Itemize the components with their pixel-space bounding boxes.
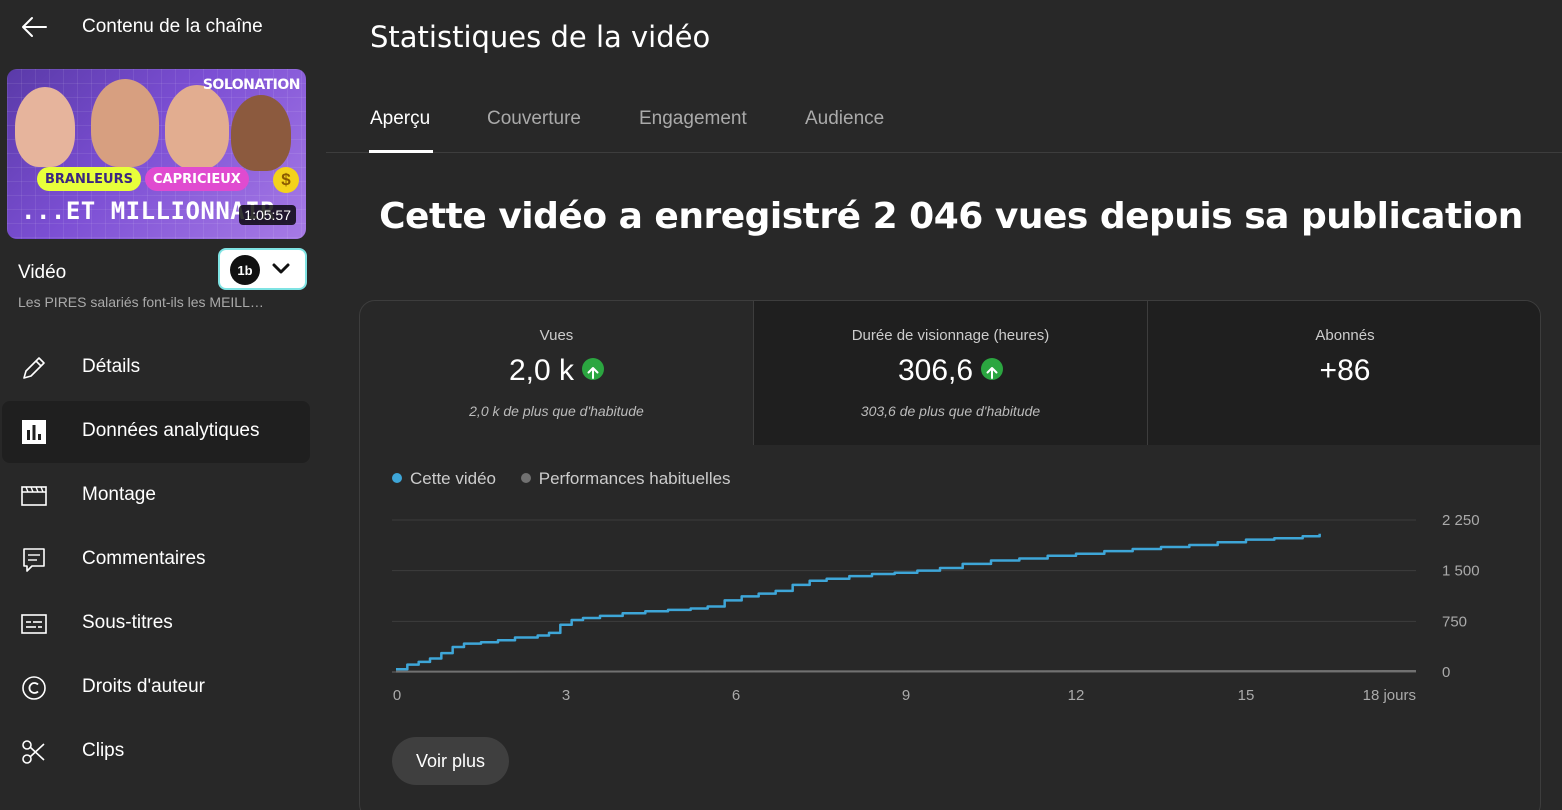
back-arrow-icon[interactable]	[18, 12, 50, 42]
dollar-coin-icon: $	[273, 167, 299, 193]
trend-up-icon	[582, 358, 605, 381]
thumbnail-person	[15, 87, 75, 167]
nav-item-comments[interactable]: Commentaires	[2, 529, 310, 591]
y-tick-label: 1 500	[1442, 563, 1480, 580]
video-thumbnail[interactable]: SOLONATION BRANLEURS CAPRICIEUX $ ...ET …	[7, 69, 306, 239]
legend-dot-icon	[520, 472, 531, 483]
back-row: Contenu de la chaîne	[0, 0, 326, 54]
scissors-icon	[22, 740, 45, 764]
x-tick-label: 3	[562, 687, 570, 704]
y-tick-label: 750	[1442, 613, 1467, 630]
thumbnail-tag-b: CAPRICIEUX	[145, 167, 249, 191]
nav-label: Commentaires	[82, 548, 206, 569]
subtitles-icon	[21, 614, 47, 634]
metric-comparison: 2,0 k de plus que d'habitude	[469, 403, 644, 419]
metric-value: 306,6	[897, 354, 974, 388]
nav-item-clips[interactable]: Clips	[2, 721, 310, 783]
tab-audience[interactable]: Audience	[805, 108, 885, 129]
nav-item-details[interactable]: Détails	[2, 337, 310, 399]
nav-item-analytics[interactable]: Données analytiques	[2, 401, 310, 463]
nav-label: Données analytiques	[82, 420, 260, 441]
x-tick-label: 18 jours	[1363, 687, 1416, 704]
main-panel: Statistiques de la vidéo Aperçu Couvertu…	[326, 0, 1562, 810]
nav-item-editor[interactable]: Montage	[2, 465, 310, 527]
y-tick-label: 2 250	[1442, 512, 1480, 529]
channel-content-title[interactable]: Contenu de la chaîne	[82, 16, 263, 37]
thumbnail-tag-a: BRANLEURS	[37, 167, 141, 191]
legend-typical: Performances habituelles	[520, 469, 731, 489]
views-headline: Cette vidéo a enregistré 2 046 vues depu…	[379, 196, 1523, 237]
active-tab-indicator	[369, 150, 433, 153]
extension-logo-icon: 1b	[230, 255, 260, 285]
video-title: Les PIRES salariés font-ils les MEILL…	[18, 294, 264, 310]
metric-label: Abonnés	[1315, 327, 1375, 344]
copyright-icon	[22, 676, 46, 700]
sidebar: Contenu de la chaîne SOLONATION BRANLEUR…	[0, 0, 326, 810]
extension-dropdown-button[interactable]: 1b	[218, 248, 307, 290]
nav-label: Droits d'auteur	[82, 676, 205, 697]
legend-label: Performances habituelles	[538, 469, 731, 488]
x-tick-label: 0	[393, 687, 401, 704]
analytics-icon	[22, 420, 46, 444]
nav-item-subtitles[interactable]: Sous-titres	[2, 593, 310, 655]
legend-this-video: Cette vidéo	[392, 469, 496, 489]
x-tick-label: 12	[1068, 687, 1085, 704]
views-chart[interactable]: 2 250 1 500 750 0 0 3 6 9 12 15 18 jours	[360, 506, 1541, 716]
metric-value: +86	[1319, 354, 1371, 388]
chevron-down-icon	[272, 263, 290, 274]
metric-label: Vues	[539, 327, 574, 344]
series-line-typical	[395, 669, 1417, 673]
trend-up-icon	[981, 358, 1004, 381]
nav-label: Détails	[82, 356, 141, 377]
thumbnail-person	[91, 79, 159, 167]
thumbnail-person	[231, 95, 291, 171]
metric-value-row: +86	[1148, 353, 1540, 388]
chart-legend: Cette vidéo Performances habituelles	[392, 469, 751, 489]
comment-icon	[23, 548, 45, 572]
tab-reach[interactable]: Couverture	[487, 108, 581, 129]
x-tick-label: 9	[902, 687, 910, 704]
tab-overview[interactable]: Aperçu	[370, 108, 431, 129]
metric-views[interactable]: Vues 2,0 k 2,0 k de plus que d'habitude	[360, 301, 753, 445]
series-line-this-video	[396, 533, 1321, 671]
metric-subscribers[interactable]: Abonnés +86	[1147, 301, 1540, 445]
tab-engagement[interactable]: Engagement	[639, 108, 747, 129]
tab-bar: Aperçu Couverture Engagement Audience	[326, 92, 1562, 153]
metric-value-row: 306,6	[754, 353, 1147, 388]
legend-dot-icon	[392, 472, 402, 483]
metric-comparison: 303,6 de plus que d'habitude	[860, 403, 1041, 419]
nav-item-copyright[interactable]: Droits d'auteur	[2, 657, 310, 719]
clapperboard-icon	[21, 486, 47, 506]
pencil-icon	[23, 357, 45, 379]
legend-label: Cette vidéo	[410, 469, 496, 488]
nav-label: Sous-titres	[82, 612, 173, 633]
nav-label: Montage	[82, 484, 156, 505]
x-tick-label: 15	[1238, 687, 1255, 704]
thumbnail-brand: SOLONATION	[202, 77, 301, 93]
nav-label: Clips	[82, 740, 125, 761]
metric-watch-time[interactable]: Durée de visionnage (heures) 306,6 303,6…	[753, 301, 1147, 445]
x-tick-label: 6	[732, 687, 740, 704]
thumbnail-person	[165, 85, 229, 169]
y-tick-label: 0	[1442, 664, 1450, 681]
metric-value-row: 2,0 k	[360, 353, 753, 388]
metric-value: 2,0 k	[508, 354, 575, 388]
see-more-button[interactable]: Voir plus	[392, 737, 509, 785]
metrics-card: Vues 2,0 k 2,0 k de plus que d'habitude …	[359, 300, 1541, 810]
video-label: Vidéo	[18, 262, 67, 283]
video-duration: 1:05:57	[239, 205, 296, 225]
page-title: Statistiques de la vidéo	[370, 20, 711, 54]
metric-label: Durée de visionnage (heures)	[851, 327, 1050, 344]
thumbnail-headline: ...ET MILLIONNAIR	[21, 197, 276, 225]
